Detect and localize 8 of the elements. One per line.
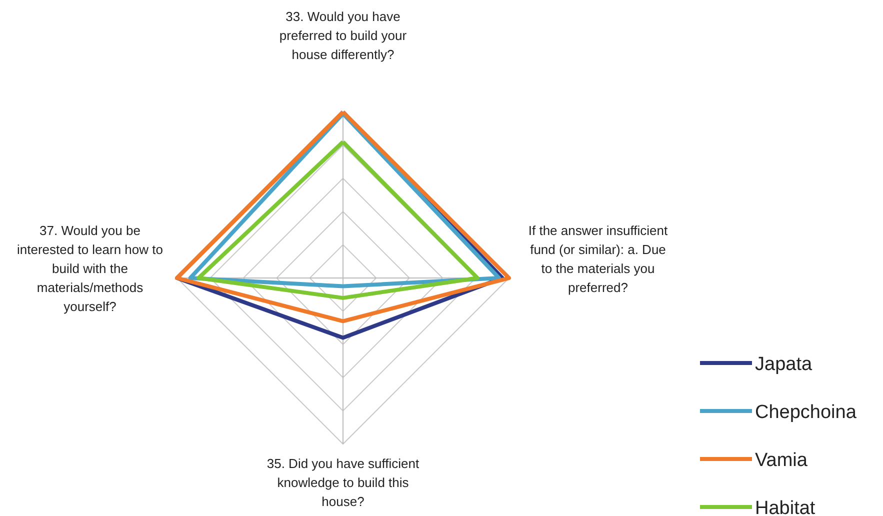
legend-label: Chepchoina (755, 402, 857, 423)
spoke-label: 33. Would you have preferred to build your house differently? (279, 9, 408, 62)
legend-label: Vamia (755, 450, 808, 471)
spoke-label: 35. Did you have sufficient knowledge to build this house? (266, 456, 420, 509)
legend-label: Japata (755, 354, 812, 375)
spoke-label: 37. Would you be interested to learn how to build with the materials/methods yourself? (17, 223, 163, 314)
legend-label: Habitat (755, 498, 816, 516)
spoke-label: If the answer insufficient fund (or similar): a. Due to the materials you preferred? (528, 223, 668, 295)
